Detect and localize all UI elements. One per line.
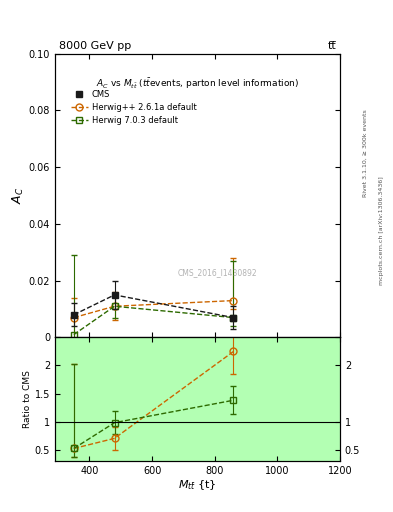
Text: $A_C$ vs $M_{t\bar{t}}$ ($t\bar{t}$events, parton level information): $A_C$ vs $M_{t\bar{t}}$ ($t\bar{t}$event… xyxy=(96,76,299,91)
Text: mcplots.cern.ch [arXiv:1306.3436]: mcplots.cern.ch [arXiv:1306.3436] xyxy=(379,176,384,285)
Legend: CMS, Herwig++ 2.6.1a default, Herwig 7.0.3 default: CMS, Herwig++ 2.6.1a default, Herwig 7.0… xyxy=(68,87,200,129)
Y-axis label: Ratio to CMS: Ratio to CMS xyxy=(23,370,32,428)
Text: Rivet 3.1.10, ≥ 300k events: Rivet 3.1.10, ≥ 300k events xyxy=(363,110,368,198)
Y-axis label: $A_C$: $A_C$ xyxy=(11,187,26,204)
Text: tt̅: tt̅ xyxy=(327,41,336,51)
Text: CMS_2016_I1430892: CMS_2016_I1430892 xyxy=(178,268,257,277)
X-axis label: $M_{t\bar{t}}$ {t}: $M_{t\bar{t}}$ {t} xyxy=(178,478,217,492)
Text: 8000 GeV pp: 8000 GeV pp xyxy=(59,41,131,51)
